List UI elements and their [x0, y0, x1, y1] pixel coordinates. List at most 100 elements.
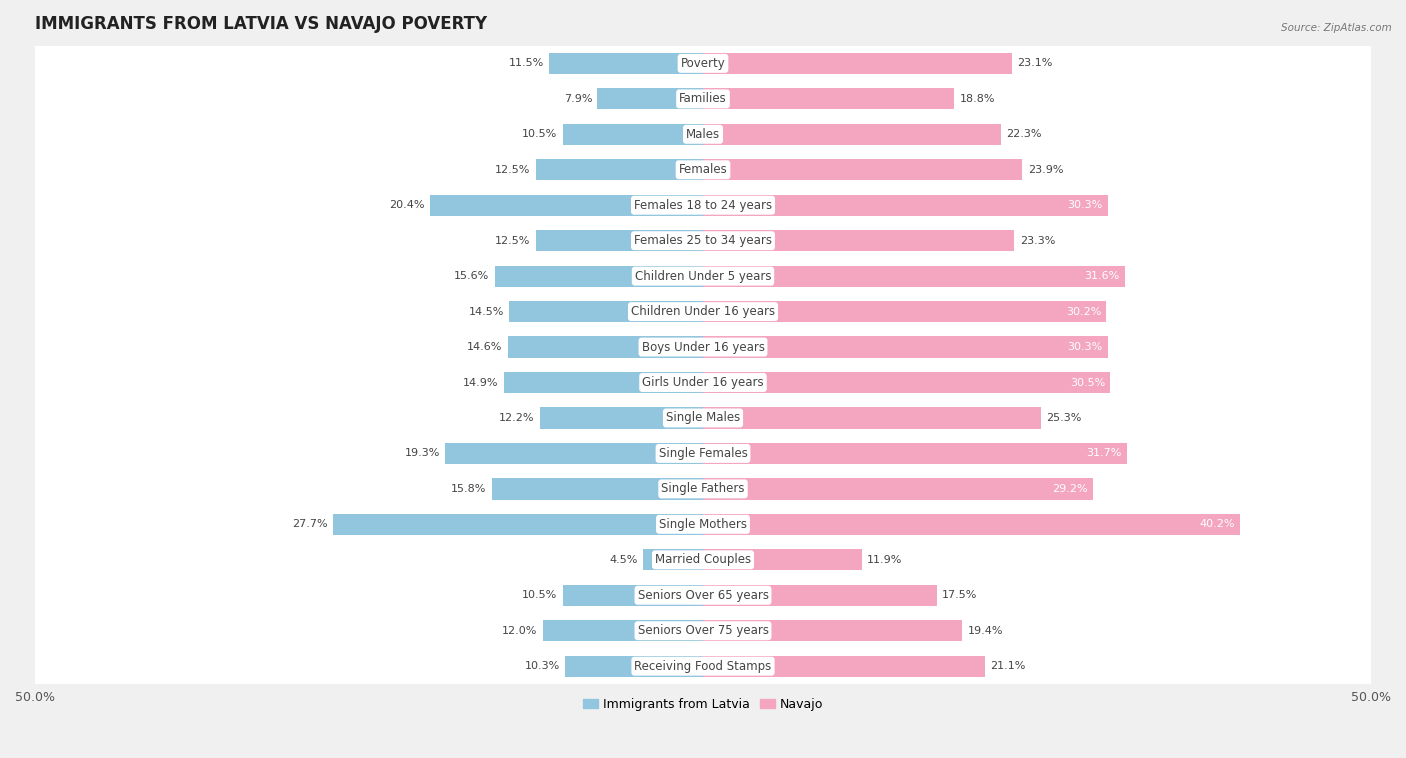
FancyBboxPatch shape: [35, 152, 1371, 187]
Text: 12.5%: 12.5%: [495, 236, 530, 246]
Bar: [492, 478, 703, 500]
Text: 25.3%: 25.3%: [1046, 413, 1081, 423]
Text: IMMIGRANTS FROM LATVIA VS NAVAJO POVERTY: IMMIGRANTS FROM LATVIA VS NAVAJO POVERTY: [35, 15, 486, 33]
Text: Source: ZipAtlas.com: Source: ZipAtlas.com: [1281, 23, 1392, 33]
FancyBboxPatch shape: [35, 436, 1371, 471]
Text: 14.9%: 14.9%: [463, 377, 499, 387]
Bar: [540, 407, 703, 428]
Text: Seniors Over 75 years: Seniors Over 75 years: [637, 625, 769, 637]
Text: Single Fathers: Single Fathers: [661, 482, 745, 496]
Bar: [703, 301, 1107, 322]
Text: Single Females: Single Females: [658, 447, 748, 460]
Text: Females 25 to 34 years: Females 25 to 34 years: [634, 234, 772, 247]
Bar: [598, 88, 703, 109]
Text: Females 18 to 24 years: Females 18 to 24 years: [634, 199, 772, 211]
FancyBboxPatch shape: [35, 506, 1371, 542]
FancyBboxPatch shape: [35, 365, 1371, 400]
Text: 7.9%: 7.9%: [564, 94, 592, 104]
Bar: [536, 159, 703, 180]
Text: Families: Families: [679, 92, 727, 105]
Bar: [703, 230, 1014, 252]
Text: Children Under 5 years: Children Under 5 years: [634, 270, 772, 283]
Legend: Immigrants from Latvia, Navajo: Immigrants from Latvia, Navajo: [578, 693, 828, 716]
FancyBboxPatch shape: [35, 471, 1371, 506]
Bar: [703, 620, 962, 641]
FancyBboxPatch shape: [35, 294, 1371, 329]
Text: 30.5%: 30.5%: [1070, 377, 1105, 387]
Text: 15.6%: 15.6%: [454, 271, 489, 281]
Bar: [565, 656, 703, 677]
FancyBboxPatch shape: [35, 578, 1371, 613]
Text: 20.4%: 20.4%: [389, 200, 425, 210]
Text: 12.2%: 12.2%: [499, 413, 534, 423]
Bar: [703, 372, 1111, 393]
Bar: [333, 514, 703, 535]
Text: 17.5%: 17.5%: [942, 590, 977, 600]
FancyBboxPatch shape: [35, 81, 1371, 117]
Bar: [703, 337, 1108, 358]
Bar: [703, 88, 955, 109]
Bar: [643, 549, 703, 571]
Text: Single Mothers: Single Mothers: [659, 518, 747, 531]
Bar: [562, 124, 703, 145]
Text: 23.9%: 23.9%: [1028, 164, 1063, 175]
Text: 11.5%: 11.5%: [509, 58, 544, 68]
Bar: [703, 514, 1240, 535]
Text: 10.3%: 10.3%: [524, 661, 560, 671]
Text: 30.3%: 30.3%: [1067, 200, 1102, 210]
Text: 31.6%: 31.6%: [1084, 271, 1119, 281]
Text: 14.5%: 14.5%: [468, 306, 503, 317]
Bar: [703, 407, 1040, 428]
Bar: [703, 656, 984, 677]
Text: 19.3%: 19.3%: [405, 449, 440, 459]
Text: 21.1%: 21.1%: [990, 661, 1025, 671]
Text: Seniors Over 65 years: Seniors Over 65 years: [637, 589, 769, 602]
FancyBboxPatch shape: [35, 613, 1371, 648]
Bar: [703, 584, 936, 606]
Bar: [550, 53, 703, 74]
Bar: [703, 195, 1108, 216]
Text: 23.1%: 23.1%: [1017, 58, 1052, 68]
Text: Poverty: Poverty: [681, 57, 725, 70]
Text: 18.8%: 18.8%: [959, 94, 995, 104]
Text: 12.0%: 12.0%: [502, 625, 537, 636]
FancyBboxPatch shape: [35, 400, 1371, 436]
Bar: [703, 478, 1092, 500]
Text: 10.5%: 10.5%: [522, 130, 557, 139]
FancyBboxPatch shape: [35, 45, 1371, 81]
Bar: [446, 443, 703, 464]
Text: 11.9%: 11.9%: [868, 555, 903, 565]
Text: 31.7%: 31.7%: [1085, 449, 1121, 459]
Text: 30.3%: 30.3%: [1067, 342, 1102, 352]
Text: Married Couples: Married Couples: [655, 553, 751, 566]
Text: 29.2%: 29.2%: [1052, 484, 1088, 494]
FancyBboxPatch shape: [35, 258, 1371, 294]
Bar: [703, 53, 1011, 74]
Text: 12.5%: 12.5%: [495, 164, 530, 175]
FancyBboxPatch shape: [35, 329, 1371, 365]
FancyBboxPatch shape: [35, 223, 1371, 258]
Bar: [703, 443, 1126, 464]
Text: 23.3%: 23.3%: [1019, 236, 1054, 246]
Text: Boys Under 16 years: Boys Under 16 years: [641, 340, 765, 353]
Bar: [703, 549, 862, 571]
Bar: [430, 195, 703, 216]
Text: Girls Under 16 years: Girls Under 16 years: [643, 376, 763, 389]
Text: 27.7%: 27.7%: [292, 519, 328, 529]
Text: Males: Males: [686, 128, 720, 141]
FancyBboxPatch shape: [35, 648, 1371, 684]
FancyBboxPatch shape: [35, 542, 1371, 578]
Bar: [503, 372, 703, 393]
Text: Females: Females: [679, 163, 727, 177]
Bar: [703, 124, 1001, 145]
Bar: [495, 265, 703, 287]
Text: 40.2%: 40.2%: [1199, 519, 1234, 529]
Bar: [508, 337, 703, 358]
Bar: [536, 230, 703, 252]
Bar: [543, 620, 703, 641]
FancyBboxPatch shape: [35, 117, 1371, 152]
Bar: [562, 584, 703, 606]
Text: 10.5%: 10.5%: [522, 590, 557, 600]
Text: Single Males: Single Males: [666, 412, 740, 424]
Text: Children Under 16 years: Children Under 16 years: [631, 305, 775, 318]
